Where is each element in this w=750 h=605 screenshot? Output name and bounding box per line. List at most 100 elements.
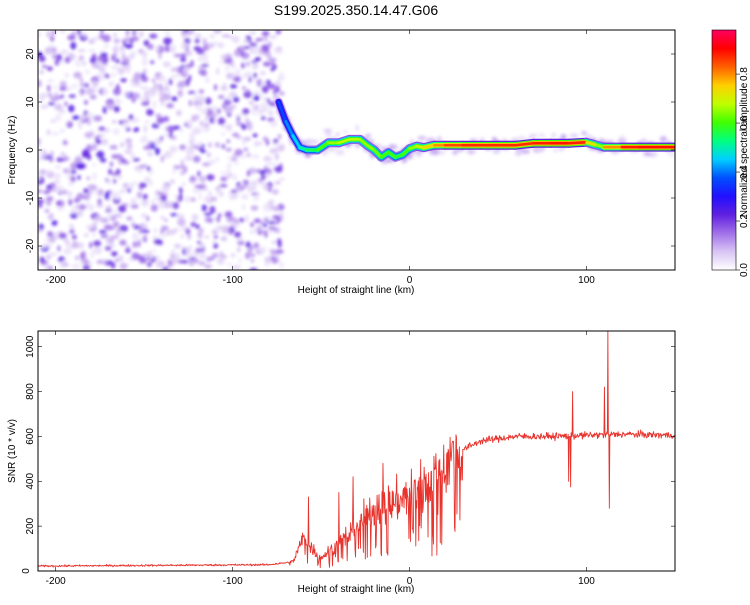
x-tick-label: -200 [46,275,66,286]
noise-blob [178,127,184,133]
noise-blob [229,91,238,98]
y-tick-label: 0 [21,568,32,574]
noise-blob [167,231,175,236]
noise-blob [191,213,199,222]
noise-blob [189,197,197,202]
noise-blob [180,57,187,62]
noise-blob [228,172,232,179]
noise-blob [143,176,151,184]
noise-blob [85,224,95,229]
noise-blob [47,188,52,193]
noise-blob [205,116,209,122]
noise-blob [198,261,206,266]
noise-blob [264,230,268,239]
noise-blob [190,221,197,227]
noise-blob [100,52,108,58]
noise-blob [63,139,67,146]
noise-blob [251,110,258,116]
colorbar: 0.0 0.2 0.4 0.6 0.8 Normalized spectral ampl… [711,29,750,277]
noise-blob [260,37,264,41]
noise-blob [160,155,164,163]
noise-blob [253,218,261,224]
noise-blob [248,123,253,129]
noise-blob [59,128,66,133]
noise-blob [104,246,112,251]
noise-blob [140,213,148,219]
noise-blob [136,191,143,199]
noise-blob [139,226,143,234]
noise-blob [57,245,61,252]
noise-blob [81,151,91,159]
noise-blob [114,193,121,200]
noise-blob [78,204,87,211]
noise-blob [70,212,79,219]
noise-blob [263,215,271,220]
noise-blob [176,110,182,116]
noise-blob [271,163,278,167]
noise-blob [164,80,169,89]
halo-blob [619,135,626,139]
noise-blob [246,170,251,177]
noise-blob [226,113,232,117]
noise-blob [133,72,143,81]
noise-blob [275,85,281,93]
noise-blob [93,246,103,255]
noise-blob [70,41,77,50]
noise-blob [134,127,140,131]
noise-blob [141,58,148,66]
spectrogram-heatmap [38,30,675,270]
noise-blob [184,31,189,38]
noise-blob [110,72,117,77]
noise-blob [169,132,173,138]
noise-blob [235,113,242,118]
noise-blob [273,89,277,95]
noise-blob [170,256,179,265]
noise-blob [71,234,77,240]
noise-blob [120,142,124,148]
noise-blob [45,255,52,260]
noise-blob [263,36,268,42]
halo-blob [437,149,446,156]
noise-blob [240,186,244,191]
y-tick-label: 20 [25,48,36,60]
noise-blob [50,35,55,42]
noise-blob [197,94,203,99]
noise-blob [108,81,115,87]
halo-blob [514,150,523,157]
noise-blob [113,38,121,44]
noise-blob [90,250,95,259]
noise-blob [124,36,132,43]
halo-blob [551,132,557,139]
noise-blob [76,211,82,217]
noise-blob [245,252,250,260]
noise-blob [53,85,58,90]
noise-blob [217,95,225,99]
noise-blob [193,155,201,163]
noise-blob [121,53,126,60]
noise-blob [58,232,67,239]
noise-blob [198,192,202,201]
noise-blob [88,39,94,44]
noise-blob [130,181,138,186]
noise-blob [262,136,268,142]
noise-blob [250,258,254,263]
noise-blob [68,104,75,113]
noise-blob [232,77,240,82]
noise-blob [210,196,218,202]
noise-blob [152,100,157,109]
noise-blob [45,263,50,270]
halo-blob [311,139,319,144]
noise-blob [122,124,129,129]
noise-blob [75,162,85,170]
noise-blob [146,151,154,157]
noise-blob [117,206,125,211]
noise-blob [47,79,55,83]
noise-blob [185,78,190,87]
noise-blob [206,174,215,181]
noise-blob [268,229,275,234]
noise-blob [203,197,212,203]
noise-blob [130,197,138,206]
noise-blob [38,32,42,37]
signal-segment [585,141,599,147]
noise-blob [110,261,116,269]
